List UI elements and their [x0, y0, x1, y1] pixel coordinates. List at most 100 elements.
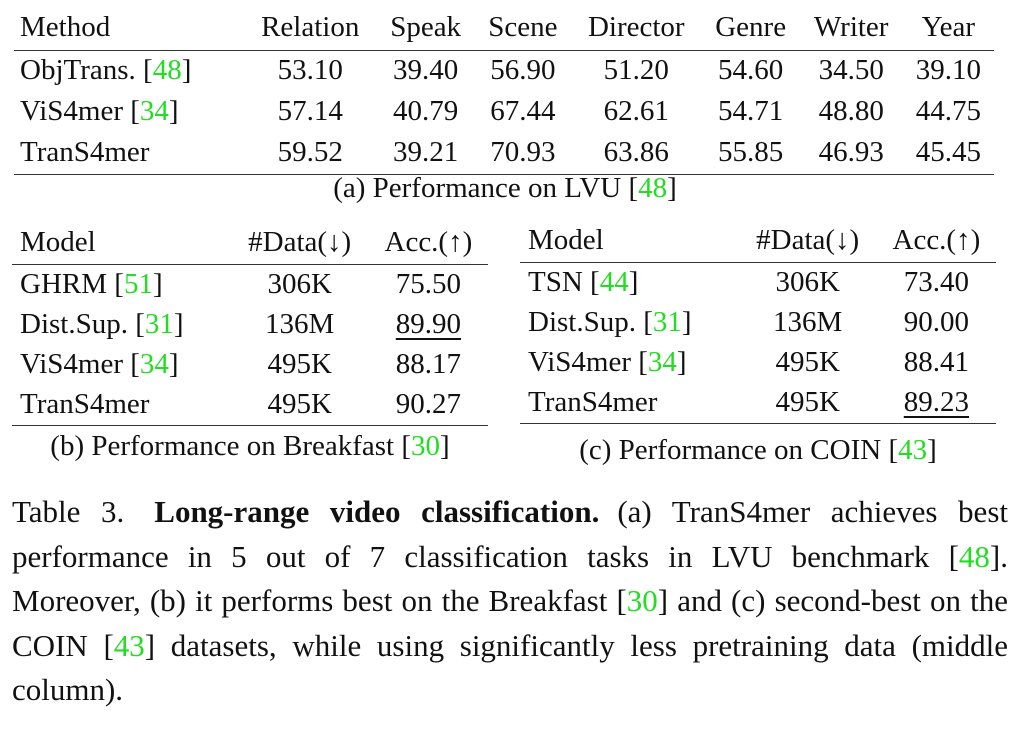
table-row: TSN [44] 306K 73.40 [520, 262, 996, 302]
caption-label: Table 3. [12, 494, 125, 529]
column-header: Speak [390, 11, 462, 44]
best-value-cell: 45.45 [915, 136, 981, 169]
column-header: Writer [813, 11, 889, 44]
column-header: Scene [488, 11, 558, 44]
citation-link[interactable]: 51 [123, 267, 153, 300]
column-header: Model [20, 226, 96, 259]
citation-link[interactable]: 30 [411, 430, 441, 462]
table-header-row: Model #Data(↓) Acc.(↑) [520, 220, 996, 262]
citation-link[interactable]: 48 [638, 172, 668, 204]
table-cell: 54.60 [718, 54, 784, 87]
breakfast-results-table: Model #Data(↓) Acc.(↑) GHRM [51] 306K 75… [12, 222, 488, 426]
model-name: Dist.Sup. [528, 305, 636, 338]
model-name: Dist.Sup. [20, 307, 128, 340]
citation-link[interactable]: 34 [139, 347, 169, 380]
table-cell: 46.93 [818, 136, 884, 169]
table-row: ObjTrans. [48] 53.10 39.40 56.90 51.20 5… [14, 50, 994, 91]
citation-link[interactable]: 31 [652, 305, 682, 338]
table-header-row: Method Relation Speak Scene Director Gen… [14, 6, 994, 50]
coin-results-table: Model #Data(↓) Acc.(↑) TSN [44] 306K 73.… [520, 220, 996, 424]
second-best-cell: 89.23 [877, 382, 996, 423]
citation-link[interactable]: 31 [144, 307, 174, 340]
citation-link[interactable]: 30 [626, 583, 658, 618]
table-cell: 53.10 [277, 54, 343, 87]
method-name: ViS4mer [20, 95, 123, 127]
model-name-cell: Dist.Sup. [31] [20, 307, 184, 340]
table-cell: 39.40 [393, 54, 459, 87]
citation-link[interactable]: 48 [152, 54, 182, 87]
table-row: TranS4mer 59.52 39.21 70.93 63.86 55.85 … [14, 132, 994, 174]
column-header: #Data(↓) [248, 226, 352, 259]
column-header: Genre [715, 11, 787, 44]
column-header: Method [20, 11, 111, 44]
citation-link[interactable]: 43 [113, 627, 145, 663]
citation-link[interactable]: 44 [599, 265, 629, 298]
table-cell: 495K [267, 347, 332, 380]
table-cell: 88.41 [903, 345, 970, 378]
table-cell: 495K [267, 387, 332, 420]
table-cell: 88.17 [395, 347, 462, 380]
table-row: ViS4mer [34] 495K 88.41 [520, 342, 996, 382]
table-cell: 57.14 [277, 95, 343, 127]
best-value-cell: 48.80 [818, 95, 884, 127]
citation-link[interactable]: 34 [647, 345, 677, 378]
best-value-cell: 63.86 [603, 136, 669, 169]
citation-link[interactable]: 48 [958, 538, 990, 574]
underlined-value: 89.90 [395, 307, 462, 340]
subtable-caption-c: (c) Performance on COIN [43] [579, 434, 937, 466]
best-value-cell: 55.85 [718, 136, 784, 169]
column-header: Year [921, 11, 976, 44]
best-value-cell: 40.79 [393, 95, 459, 127]
table-caption: Table 3. Long-range video classification.… [12, 490, 1008, 713]
method-name-cell: ViS4mer [34] [20, 95, 179, 127]
table-cell: 54.71 [718, 95, 784, 127]
caption-text: (b) Performance on Breakfast [50, 430, 395, 462]
method-name-cell: ObjTrans. [48] [20, 54, 192, 87]
column-header: Acc.(↑) [892, 224, 981, 257]
citation-link[interactable]: 43 [898, 434, 928, 466]
model-name: GHRM [20, 267, 108, 300]
model-name: TSN [528, 265, 583, 298]
table-row: TranS4mer 495K 89.23 [520, 382, 996, 423]
caption-text: ]. Moreover, (b) it performs best on the… [12, 538, 1008, 619]
table-row: ViS4mer [34] 495K 88.17 [12, 344, 488, 384]
caption-text: ] datasets, while using significantly le… [12, 627, 1008, 708]
table-row: Dist.Sup. [31] 136M 90.00 [520, 302, 996, 342]
model-name: ViS4mer [20, 347, 123, 380]
best-value-cell: 70.93 [490, 136, 556, 169]
column-header: Director [587, 11, 685, 44]
best-value-cell: 90.00 [903, 305, 970, 338]
best-value-cell: 136M [773, 305, 843, 338]
model-name-cell: ViS4mer [34] [528, 345, 687, 378]
table-row: Dist.Sup. [31] 136M 89.90 [12, 304, 488, 344]
citation-link[interactable]: 34 [139, 95, 169, 127]
table-cell: 75.50 [395, 267, 462, 300]
method-name: ObjTrans. [20, 54, 136, 87]
table-cell: 495K [775, 345, 840, 378]
column-header: Acc.(↑) [384, 226, 473, 259]
model-name-cell: Dist.Sup. [31] [528, 305, 692, 338]
best-value-cell: 90.27 [395, 387, 462, 420]
subtable-caption-a: (a) Performance on LVU [48] [333, 172, 677, 204]
best-value-cell: 59.52 [277, 136, 343, 169]
caption-text: (a) TranS4mer achieves best performance … [12, 494, 1008, 574]
table-row: GHRM [51] 306K 75.50 [12, 264, 488, 304]
column-header: Model [528, 224, 604, 257]
table-cell: 495K [775, 385, 840, 418]
table-row: ViS4mer [34] 57.14 40.79 67.44 62.61 54.… [14, 91, 994, 132]
model-name-cell: TSN [44] [528, 265, 639, 298]
model-name: TranS4mer [528, 385, 658, 418]
table-header-row: Model #Data(↓) Acc.(↑) [12, 222, 488, 264]
underlined-value: 89.23 [903, 385, 970, 418]
second-best-cell: 89.90 [369, 304, 488, 344]
table-cell: 306K [267, 267, 332, 300]
table-cell: 34.50 [818, 54, 884, 87]
table-cell: 73.40 [903, 265, 970, 298]
model-name-cell: ViS4mer [34] [20, 347, 179, 380]
caption-text: ] and (c) second-best on the COIN [ [12, 583, 1008, 663]
model-name: TranS4mer [20, 387, 150, 420]
subtable-caption-b: (b) Performance on Breakfast [30] [50, 430, 450, 462]
table-cell: 44.75 [915, 95, 981, 127]
column-header: Relation [261, 11, 360, 44]
column-header: #Data(↓) [756, 224, 860, 257]
